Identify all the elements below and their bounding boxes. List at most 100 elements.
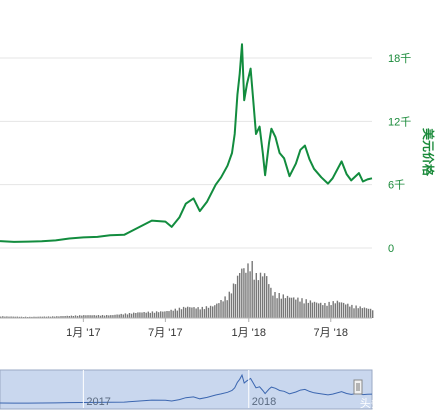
grid-lines [0,57,372,249]
volume-bar [261,276,264,318]
volume-bar [74,315,77,318]
volume-bar [326,305,328,318]
volume-bar [324,303,326,318]
volume-bar [303,303,305,318]
volume-bar [272,295,274,318]
volume-bar [168,311,170,318]
volume-bar [187,306,189,318]
volume-bar [365,308,368,318]
volume-bar [193,307,195,318]
volume-bar [228,291,230,318]
volume-bar [72,316,75,318]
volume-bar [108,315,110,318]
volume-bar [276,298,278,318]
volume-bar [353,308,355,318]
volume-bar [147,311,149,318]
volume-bar [288,297,291,318]
volume-bar [347,303,349,318]
volume-bar [351,304,353,318]
volume-bar [305,299,307,318]
volume-bar [149,312,151,318]
volume-bar [124,313,127,318]
volume-bars [0,261,374,318]
volume-bar [103,315,106,318]
volume-bar [334,303,336,318]
volume-bar [224,296,226,318]
volume-bar [342,302,345,318]
volume-bar [359,306,361,318]
volume-bar [118,314,120,318]
volume-bar [66,315,68,318]
volume-bar [153,312,156,318]
volume-bar [255,273,257,318]
watermark: 头条 @文白学堂 [360,396,440,410]
volume-bar [214,305,216,318]
volume-bar [45,316,48,318]
volume-bar [157,312,160,318]
volume-bar [81,315,83,318]
volume-bar [266,276,268,318]
volume-bar [122,314,124,318]
volume-bar [99,315,102,318]
volume-bar [160,311,162,318]
volume-bar [293,297,295,318]
volume-bar [313,301,316,318]
volume-bar [39,316,41,318]
volume-bar [290,297,293,318]
x-tick-label: 1月 '18 [231,327,266,339]
volume-bar [54,316,56,318]
volume-bar [239,273,241,318]
volume-bar [318,303,320,318]
volume-bar [89,315,91,318]
x-tick-label: 1月 '17 [66,327,101,339]
volume-bar [112,315,114,318]
volume-bar [162,311,164,318]
volume-bar [182,306,185,318]
volume-bar [247,263,249,318]
volume-bar [56,316,58,318]
volume-bar [274,292,276,318]
volume-bar [369,308,372,318]
navigator-year-label: 2017 [86,396,110,408]
volume-bar [110,315,112,318]
volume-bar [336,300,339,318]
volume-bar [212,306,214,318]
volume-bar [185,307,187,318]
volume-bar [24,316,27,318]
volume-bar [270,287,272,318]
volume-bar [20,316,23,318]
volume-bar [226,300,228,318]
volume-bar [301,298,303,318]
volume-bar [286,295,289,318]
volume-bar [338,302,341,318]
volume-bar [197,307,199,318]
volume-bar [216,303,218,318]
volume-bar [209,305,212,318]
navigator-handle[interactable] [353,379,363,395]
volume-bar [6,316,8,318]
volume-bar [87,315,89,318]
volume-bar [178,307,181,318]
volume-bar [49,316,52,318]
volume-bar [189,307,191,318]
x-tick-label: 7月 '18 [314,327,349,339]
volume-bar [151,311,154,318]
volume-bar [195,308,197,318]
volume-bar [253,279,255,318]
volume-bar [245,272,247,318]
volume-bar [139,312,141,318]
volume-bar [114,314,116,318]
volume-bar [328,301,330,318]
navigator[interactable]: 2017 2018 头条 @文白学堂 [0,369,440,410]
volume-bar [349,306,351,318]
volume-bar [222,301,224,318]
volume-bar [205,306,208,318]
volume-bar [130,313,133,318]
volume-bar [135,313,137,318]
volume-bar [307,302,309,318]
volume-bar [309,300,312,318]
volume-bar [180,309,183,318]
volume-bar [79,315,81,318]
volume-bar [268,284,270,318]
volume-bar [297,297,299,318]
